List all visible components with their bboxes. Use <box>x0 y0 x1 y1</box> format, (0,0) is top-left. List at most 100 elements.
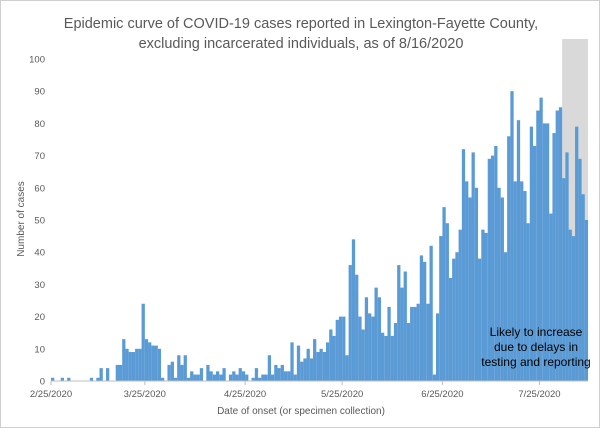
x-tick-label: 6/25/2020 <box>421 389 463 400</box>
bar <box>391 336 394 381</box>
bar <box>290 342 293 381</box>
bar <box>475 188 478 381</box>
annotation-line: testing and reporting <box>481 355 590 369</box>
bar <box>410 307 413 381</box>
bar <box>132 352 135 381</box>
x-tick-label: 2/25/2020 <box>30 389 72 400</box>
bar <box>378 297 381 381</box>
bar <box>407 323 410 381</box>
bar <box>261 375 264 381</box>
bar <box>352 239 355 381</box>
bar <box>417 304 420 381</box>
bar <box>433 375 436 381</box>
bar <box>222 368 225 381</box>
chart-title-line-2: excluding incarcerated individuals, as o… <box>139 36 464 52</box>
bar <box>426 304 429 381</box>
chart-title-line-1: Epidemic curve of COVID-19 cases reporte… <box>64 16 538 32</box>
bar <box>365 297 368 381</box>
bar <box>274 365 277 381</box>
bar <box>206 365 209 381</box>
bar <box>100 368 103 381</box>
y-tick-label: 70 <box>34 151 45 162</box>
bar <box>488 159 491 381</box>
bar <box>582 194 585 381</box>
y-tick-label: 60 <box>34 183 45 194</box>
bar <box>287 371 290 381</box>
bar <box>303 358 306 381</box>
x-tick-label: 3/25/2020 <box>124 389 166 400</box>
bar <box>397 265 400 381</box>
bar <box>197 375 200 381</box>
bar <box>239 368 242 381</box>
bar <box>452 259 455 381</box>
bar <box>404 272 407 381</box>
bar <box>125 349 128 381</box>
bar <box>210 371 213 381</box>
bar <box>142 304 145 381</box>
bar <box>371 317 374 381</box>
bar <box>281 365 284 381</box>
y-tick-label: 80 <box>34 119 45 130</box>
bar <box>184 355 187 381</box>
bar <box>313 339 316 381</box>
bar <box>193 375 196 381</box>
bar <box>446 223 449 381</box>
bar <box>300 362 303 381</box>
annotation-line: due to delays in <box>494 340 578 354</box>
bar <box>151 346 154 381</box>
bar <box>138 349 141 381</box>
y-tick-label: 40 <box>34 248 45 259</box>
epidemic-curve-chart: Epidemic curve of COVID-19 cases reporte… <box>1 1 600 429</box>
x-tick-label: 5/25/2020 <box>321 389 363 400</box>
bar <box>442 207 445 381</box>
bar <box>316 352 319 381</box>
bar <box>320 349 323 381</box>
bar <box>429 246 432 381</box>
bar <box>400 288 403 381</box>
bar <box>119 365 122 381</box>
bar <box>362 329 365 381</box>
bar <box>472 152 475 381</box>
chart-frame: Epidemic curve of COVID-19 cases reporte… <box>0 0 600 428</box>
bar <box>462 149 465 381</box>
bar <box>374 288 377 381</box>
bar <box>345 355 348 381</box>
bar <box>129 352 132 381</box>
bar <box>358 317 361 381</box>
bar <box>271 375 274 381</box>
bar <box>342 317 345 381</box>
bar <box>465 181 468 381</box>
bar <box>326 342 329 381</box>
y-tick-label: 0 <box>40 377 45 388</box>
bar <box>459 230 462 381</box>
bar <box>297 346 300 381</box>
bar <box>349 265 352 381</box>
bar <box>420 255 423 381</box>
bar <box>439 236 442 381</box>
bar <box>177 355 180 381</box>
bar <box>294 375 297 381</box>
y-tick-label: 20 <box>34 312 45 323</box>
bar <box>268 355 271 381</box>
y-tick-label: 10 <box>34 344 45 355</box>
bar <box>381 333 384 381</box>
bar <box>158 349 161 381</box>
bar <box>116 365 119 381</box>
y-tick-label: 30 <box>34 280 45 291</box>
bar <box>216 371 219 381</box>
bar <box>122 339 125 381</box>
y-tick-label: 100 <box>29 55 45 66</box>
bar <box>307 349 310 381</box>
y-tick-label: 50 <box>34 216 45 227</box>
bar <box>578 159 581 381</box>
bar <box>219 375 222 381</box>
bar <box>332 336 335 381</box>
bar <box>339 317 342 381</box>
annotation-line: Likely to increase <box>490 325 583 339</box>
bar <box>242 371 245 381</box>
bar <box>135 349 138 381</box>
bar <box>336 320 339 381</box>
bar <box>310 358 313 381</box>
bar <box>329 329 332 381</box>
bar <box>106 368 109 381</box>
